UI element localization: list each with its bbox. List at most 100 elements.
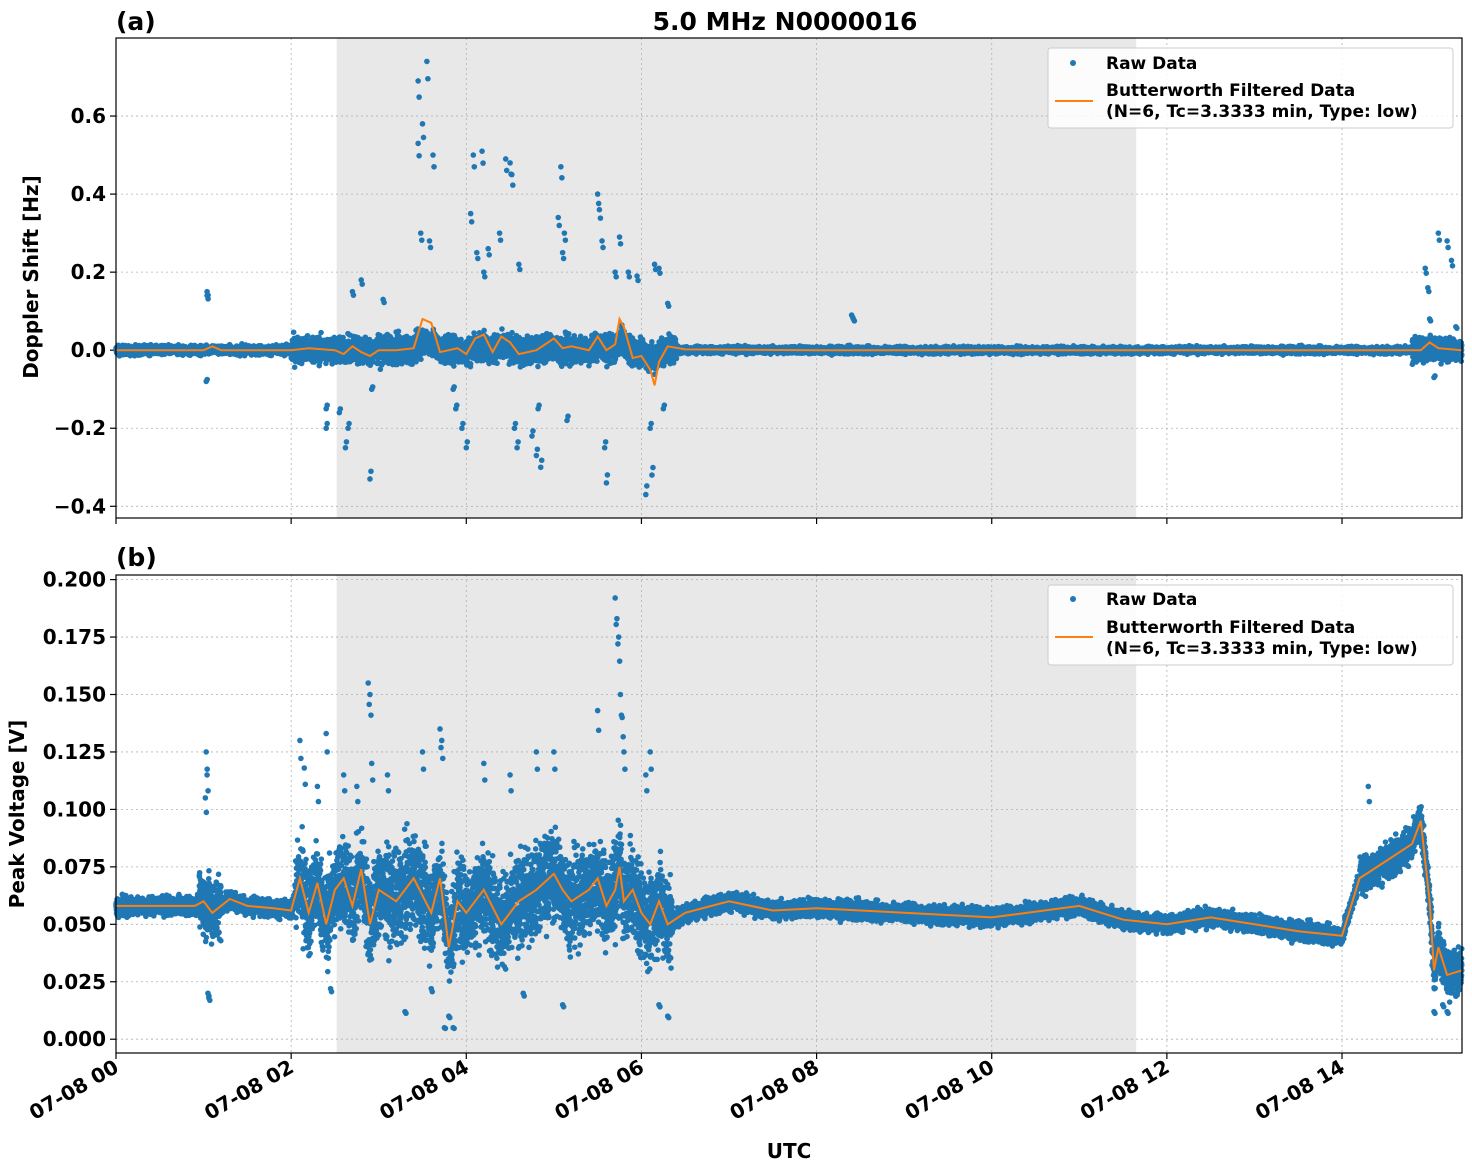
panel-a-legend-filtered-label-2: (N=6, Tc=3.3333 min, Type: low) — [1106, 102, 1418, 122]
raw-data-point — [556, 222, 563, 229]
x-tick-label: 07-08 14 — [1251, 1055, 1349, 1125]
raw-data-point — [1422, 265, 1429, 272]
raw-data-point — [562, 237, 569, 243]
raw-data-point — [486, 252, 492, 258]
y-tick-label: −0.2 — [54, 416, 106, 440]
raw-data-point — [471, 163, 478, 170]
y-tick-label: −0.4 — [54, 494, 106, 518]
raw-data-point — [324, 402, 330, 409]
raw-data-point — [424, 58, 430, 65]
raw-data-point — [468, 219, 475, 225]
raw-data-point — [324, 420, 330, 427]
raw-data-point — [517, 266, 523, 273]
panel-a-legend-raw-marker — [1070, 60, 1076, 66]
raw-data-point — [430, 152, 436, 158]
filtered-data-line — [116, 820, 1463, 977]
raw-data-point — [1365, 783, 1372, 790]
raw-data-point — [537, 464, 544, 471]
y-tick-label: 0.000 — [43, 1027, 106, 1051]
raw-data-point — [460, 420, 466, 427]
raw-data-point — [442, 1025, 449, 1032]
raw-data-point — [1423, 270, 1430, 276]
raw-data-point — [561, 230, 568, 236]
panel-a-legend-raw-label: Raw Data — [1106, 54, 1197, 74]
raw-data-point — [426, 238, 433, 244]
panel-b-x-axis: 07-08 00 07-08 02 07-08 04 07-08 06 07-08 08… — [25, 1053, 1349, 1125]
raw-data-point — [385, 787, 392, 794]
raw-data-point — [1445, 1010, 1451, 1017]
raw-data-point — [429, 988, 436, 995]
y-tick-label: 0.0 — [71, 338, 106, 362]
y-tick-label: 0.050 — [43, 912, 106, 936]
raw-data-point — [467, 210, 474, 217]
raw-data-point — [343, 439, 350, 445]
raw-data-point — [1435, 230, 1442, 236]
y-tick-label: 0.4 — [71, 182, 106, 206]
raw-data-point — [324, 749, 330, 755]
raw-data-point — [634, 273, 640, 279]
night-shade-rect — [336, 38, 1137, 518]
raw-data-point — [617, 691, 624, 698]
panel-b-label: (b) — [116, 543, 157, 572]
raw-data-point — [479, 148, 485, 154]
raw-data-point — [615, 641, 621, 647]
raw-data-point — [552, 766, 558, 772]
raw-data-point — [464, 439, 471, 445]
raw-data-point — [340, 772, 347, 778]
raw-data-point — [622, 766, 628, 772]
raw-data-point — [503, 167, 510, 174]
raw-data-point — [202, 795, 209, 801]
panel-b-frame — [115, 574, 1463, 1054]
raw-data-point — [1366, 798, 1373, 805]
raw-data-point — [613, 621, 619, 628]
x-tick-label: 07-08 02 — [200, 1055, 298, 1125]
raw-data-point — [612, 595, 618, 601]
y-tick-label: 0.6 — [71, 104, 106, 128]
raw-data-point — [497, 237, 504, 243]
raw-data-point — [512, 420, 519, 427]
raw-data-point — [415, 78, 421, 84]
raw-data-point — [594, 707, 601, 714]
y-tick-label: 0.025 — [43, 970, 106, 994]
raw-data-point — [594, 191, 601, 197]
raw-data-point — [600, 244, 606, 251]
raw-data-point — [203, 749, 210, 755]
panel-a-frame — [115, 37, 1463, 519]
raw-data-point — [420, 134, 427, 141]
panel-a-shaded-region — [336, 38, 1137, 518]
y-tick-label: 0.200 — [43, 568, 106, 592]
raw-data-point — [475, 255, 481, 262]
raw-data-point — [620, 733, 626, 740]
raw-data-point — [615, 634, 622, 640]
raw-data-point — [507, 772, 513, 778]
raw-data-point — [350, 292, 357, 298]
raw-data-point — [384, 772, 391, 778]
x-tick-label: 07-08 04 — [375, 1055, 473, 1125]
raw-data-point — [603, 480, 610, 486]
raw-data-point — [536, 402, 542, 409]
raw-data-point — [470, 152, 477, 158]
raw-data-point — [534, 446, 541, 453]
panel-b-ylabel: Peak Voltage [V] — [5, 720, 29, 909]
filtered-data-line — [116, 316, 1463, 386]
x-tick-label: 07-08 10 — [901, 1055, 999, 1125]
raw-data-point — [203, 809, 210, 816]
raw-data-point — [415, 140, 421, 147]
raw-data-point — [647, 749, 653, 755]
raw-data-point — [665, 1014, 672, 1021]
raw-data-point — [555, 214, 562, 221]
raw-data-point — [538, 457, 545, 464]
raw-data-point — [665, 303, 672, 309]
raw-data-point — [416, 94, 422, 100]
panel-b-y-axis: 0.000 0.025 0.050 0.075 0.100 0.125 0.150 0.175… — [43, 568, 116, 1051]
raw-data-point — [481, 760, 487, 767]
raw-data-point — [369, 777, 376, 783]
raw-data-point — [560, 1004, 567, 1010]
raw-data-point — [635, 277, 641, 284]
y-tick-label: 0.175 — [43, 625, 106, 649]
panel-b-filtered-series — [116, 820, 1463, 977]
raw-data-point — [328, 988, 335, 995]
raw-data-point — [599, 238, 605, 244]
raw-data-point — [416, 152, 422, 159]
raw-data-point — [643, 772, 649, 778]
